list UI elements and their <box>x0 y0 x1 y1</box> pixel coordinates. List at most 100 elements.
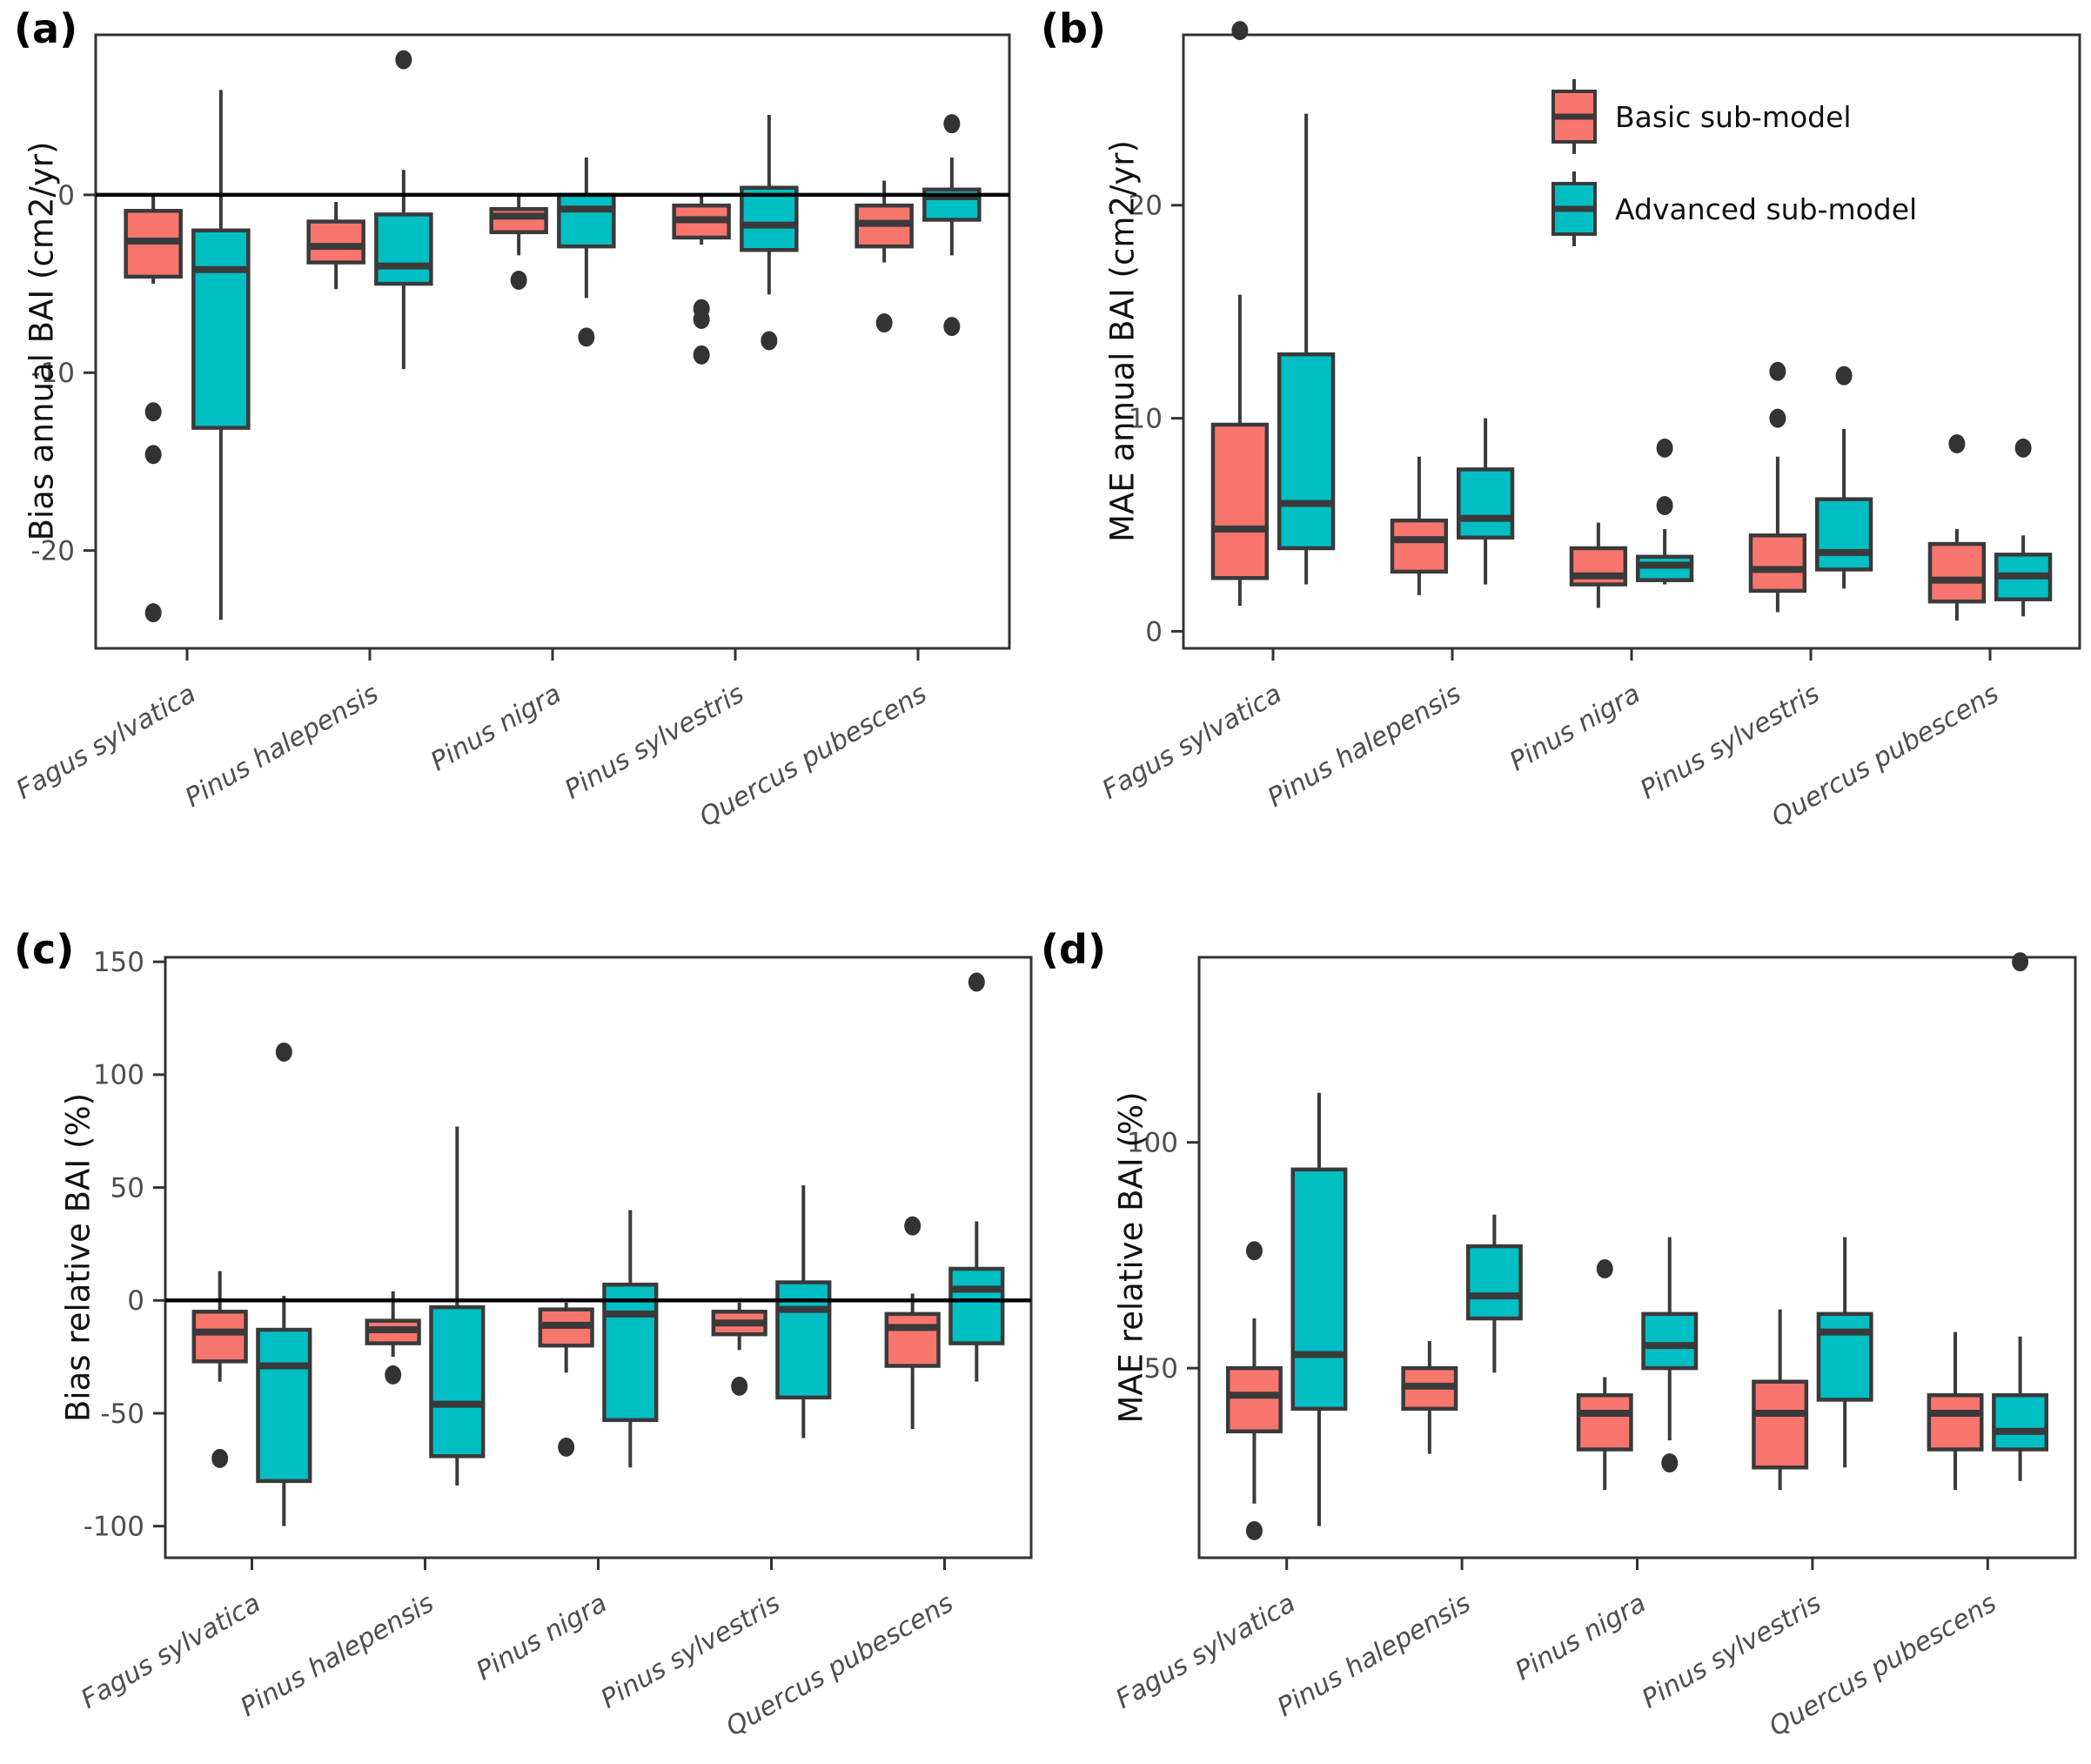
outlier-point <box>1231 21 1249 41</box>
y-tick-label: -50 <box>100 1398 144 1430</box>
outlier-point <box>1245 1241 1263 1261</box>
boxplot-advanced-Quercus-pubescens <box>922 158 982 256</box>
boxplot-basic-Pinus-halepensis <box>1390 456 1449 595</box>
boxplot-basic-Pinus-sylvestris <box>1752 1309 1809 1491</box>
outlier-point <box>1769 361 1786 381</box>
outlier-point <box>144 445 162 465</box>
outlier-point <box>144 402 162 422</box>
boxplot-advanced-Pinus-sylvestris <box>1816 1237 1873 1468</box>
panel-a-letter: (a) <box>14 5 78 52</box>
iqr-box <box>1290 1167 1348 1412</box>
x-tick-label: Fagus sylvatica <box>1097 679 1287 806</box>
iqr-box <box>1576 1392 1633 1452</box>
x-tick-label: Pinus halepensis <box>236 1588 439 1723</box>
outlier-point <box>904 1216 922 1236</box>
boxplot-basic-Pinus-sylvestris <box>1748 456 1807 613</box>
iqr-box <box>489 207 548 235</box>
boxplot-basic-Pinus-nigra <box>538 1302 594 1373</box>
y-tick-label: -100 <box>84 1512 144 1543</box>
iqr-box <box>1641 1311 1699 1371</box>
iqr-box <box>429 1305 486 1459</box>
x-tick-label: Pinus halepensis <box>180 679 384 814</box>
legend-label-basic: Basic sub-model <box>1615 99 1852 134</box>
boxplot-basic-Pinus-halepensis <box>1401 1340 1458 1454</box>
y-tick-label: 100 <box>1127 1128 1178 1159</box>
y-tick-label: 0 <box>1145 616 1163 647</box>
outlier-point <box>1661 1453 1679 1473</box>
boxplot-basic-Pinus-halepensis <box>306 202 365 290</box>
outlier-point <box>578 327 595 347</box>
boxplot-advanced-Pinus-sylvestris <box>1814 428 1873 589</box>
iqr-box <box>256 1327 312 1484</box>
y-tick-label: -20 <box>30 535 75 567</box>
boxplot-basic-Quercus-pubescens <box>1927 1331 1984 1491</box>
iqr-box <box>1210 422 1270 580</box>
outlier-point <box>1769 408 1786 428</box>
legend-item-basic: Basic sub-model <box>1547 77 1917 157</box>
outlier-point <box>943 114 961 134</box>
boxplot-advanced-Pinus-halepensis <box>374 170 433 370</box>
boxplot-advanced-Pinus-nigra <box>602 1210 659 1468</box>
iqr-box <box>1465 1244 1523 1321</box>
outlier-point <box>510 271 527 290</box>
outlier-point <box>968 972 985 992</box>
y-tick-label: 10 <box>1129 403 1163 434</box>
y-tick-label: -10 <box>30 358 75 389</box>
panel-b-letter: (b) <box>1041 5 1106 52</box>
boxplot-basic-Fagus-sylvatica <box>124 196 183 285</box>
iqr-box <box>1814 497 1873 572</box>
outlier-point <box>1656 438 1673 458</box>
x-tick-label: Pinus nigra <box>472 1588 613 1687</box>
panel-c-ylabel: Bias relative BAI (%) <box>59 1092 97 1423</box>
iqr-box <box>1225 1365 1283 1433</box>
panel-b-ylabel: MAE annual BAI (cm2/yr) <box>1103 140 1142 542</box>
outlier-point <box>693 309 710 329</box>
x-tick-label: Pinus halepensis <box>1263 679 1466 814</box>
boxplot-advanced-Quercus-pubescens <box>1992 1336 2049 1481</box>
boxplot-basic-Pinus-sylvestris <box>711 1302 767 1351</box>
iqr-box <box>191 228 251 430</box>
panel-d-letter: (d) <box>1041 926 1106 973</box>
boxplot-key-basic-icon <box>1551 79 1597 154</box>
iqr-box <box>306 219 365 265</box>
boxplot-advanced-Pinus-sylvestris <box>775 1184 832 1439</box>
iqr-box <box>740 185 799 252</box>
iqr-box <box>1927 1392 1984 1452</box>
boxplot-advanced-Pinus-nigra <box>1641 1237 1699 1441</box>
boxplot-basic-Quercus-pubescens <box>854 180 914 263</box>
iqr-box <box>1748 533 1807 594</box>
outlier-point <box>395 50 412 70</box>
x-tick-label: Pinus sylvestris <box>560 679 749 806</box>
legend-item-advanced: Advanced sub-model <box>1547 169 1917 249</box>
legend-label-advanced: Advanced sub-model <box>1615 191 1918 226</box>
boxplot-basic-Fagus-sylvatica <box>191 1271 248 1382</box>
outlier-point <box>943 317 961 337</box>
iqr-box <box>948 1266 1005 1345</box>
boxplot-advanced-Fagus-sylvatica <box>256 1296 312 1526</box>
panel-d-ylabel: MAE relative BAI (%) <box>1112 1091 1150 1424</box>
y-tick-label: 150 <box>93 947 144 978</box>
boxplot-advanced-Fagus-sylvatica <box>1277 113 1336 585</box>
outlier-point <box>1835 366 1853 386</box>
boxplot-basic-Pinus-halepensis <box>365 1291 421 1358</box>
boxplot-advanced-Pinus-halepensis <box>1465 1214 1523 1373</box>
outlier-point <box>211 1448 229 1468</box>
outlier-point <box>144 603 162 623</box>
boxplot-advanced-Pinus-halepensis <box>1456 418 1515 585</box>
outlier-point <box>2014 438 2032 458</box>
iqr-box <box>1816 1311 1873 1402</box>
outlier-point <box>275 1042 292 1062</box>
outlier-point <box>1245 1520 1263 1540</box>
iqr-box <box>1927 541 1987 604</box>
boxplot-basic-Pinus-nigra <box>489 196 548 256</box>
outlier-point <box>875 313 893 333</box>
x-tick-label: Pinus nigra <box>1505 679 1645 778</box>
boxplot-basic-Quercus-pubescens <box>884 1293 941 1430</box>
boxplot-advanced-Fagus-sylvatica <box>191 90 251 620</box>
boxplot-advanced-Quercus-pubescens <box>1994 535 2053 617</box>
boxplot-basic-Pinus-nigra <box>1569 522 1628 608</box>
iqr-box <box>1752 1379 1809 1470</box>
outlier-point <box>1948 434 1966 453</box>
boxplot-basic-Quercus-pubescens <box>1927 528 1987 621</box>
